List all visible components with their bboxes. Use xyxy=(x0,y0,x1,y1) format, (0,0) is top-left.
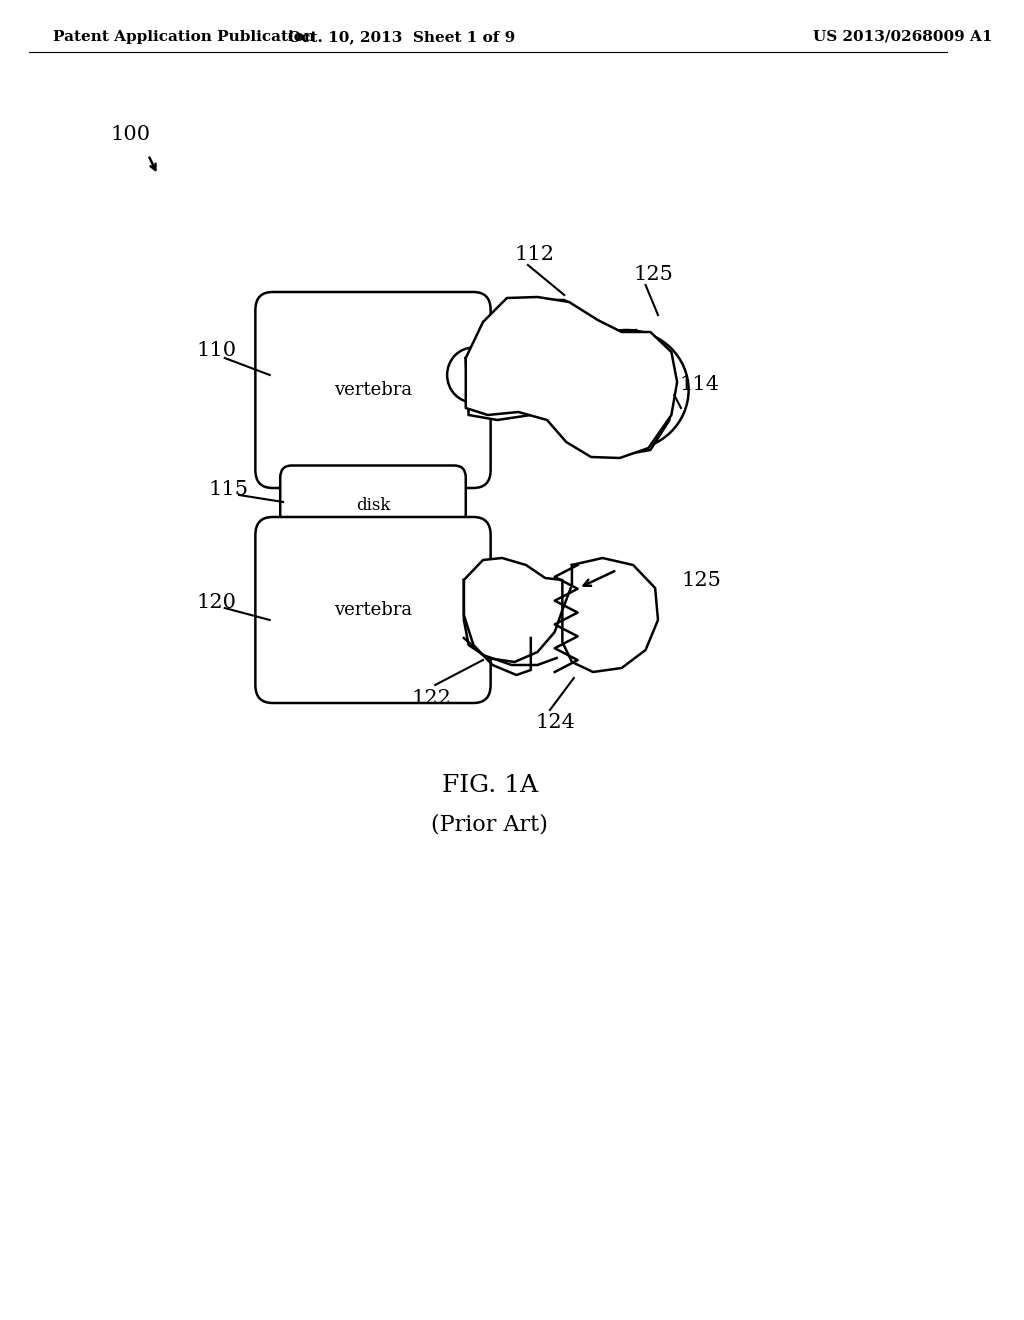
Ellipse shape xyxy=(564,330,688,450)
PathPatch shape xyxy=(466,300,670,455)
Text: (Prior Art): (Prior Art) xyxy=(431,814,548,836)
Text: 114: 114 xyxy=(679,375,719,395)
Polygon shape xyxy=(464,558,562,663)
FancyBboxPatch shape xyxy=(255,292,490,488)
Text: 112: 112 xyxy=(514,246,555,264)
Text: vertebra: vertebra xyxy=(334,601,412,619)
Text: 125: 125 xyxy=(633,265,673,285)
Text: Oct. 10, 2013  Sheet 1 of 9: Oct. 10, 2013 Sheet 1 of 9 xyxy=(288,30,515,44)
Polygon shape xyxy=(562,558,658,672)
Text: 110: 110 xyxy=(196,341,237,359)
Ellipse shape xyxy=(483,302,569,378)
Text: Patent Application Publication: Patent Application Publication xyxy=(52,30,314,44)
FancyBboxPatch shape xyxy=(281,466,466,544)
Text: 100: 100 xyxy=(110,125,151,144)
Ellipse shape xyxy=(447,347,500,403)
Text: 125: 125 xyxy=(681,570,721,590)
Text: vertebra: vertebra xyxy=(334,381,412,399)
Text: US 2013/0268009 A1: US 2013/0268009 A1 xyxy=(813,30,992,44)
Text: disk: disk xyxy=(355,496,390,513)
Text: 120: 120 xyxy=(196,593,237,611)
Text: 115: 115 xyxy=(209,480,249,499)
Polygon shape xyxy=(466,297,677,458)
Text: FIG. 1A: FIG. 1A xyxy=(441,774,538,796)
FancyBboxPatch shape xyxy=(255,517,490,704)
Text: 122: 122 xyxy=(412,689,452,708)
Text: 124: 124 xyxy=(536,713,575,731)
